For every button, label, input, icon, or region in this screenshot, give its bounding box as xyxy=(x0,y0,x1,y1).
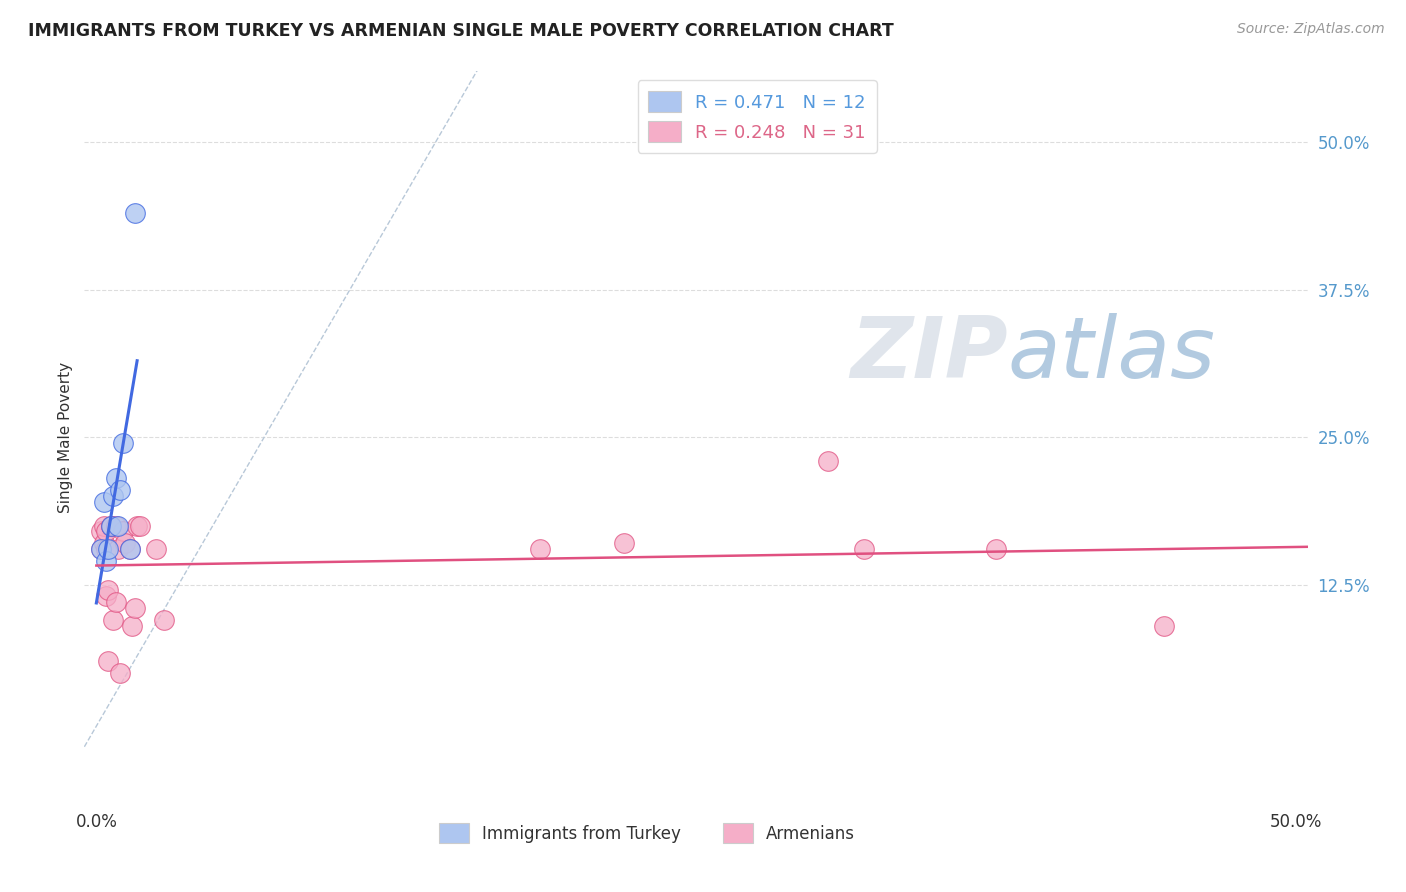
Point xyxy=(817,453,839,467)
Point xyxy=(145,542,167,557)
Point xyxy=(121,619,143,633)
Point xyxy=(97,583,120,598)
Point xyxy=(101,613,124,627)
Point xyxy=(100,518,122,533)
Point xyxy=(101,489,124,503)
Point xyxy=(93,518,115,533)
Point xyxy=(107,518,129,533)
Point xyxy=(90,524,112,539)
Point xyxy=(104,518,127,533)
Point xyxy=(124,601,146,615)
Point xyxy=(93,495,115,509)
Legend: Immigrants from Turkey, Armenians: Immigrants from Turkey, Armenians xyxy=(432,817,862,849)
Point xyxy=(104,471,127,485)
Point xyxy=(613,536,636,550)
Point xyxy=(90,542,112,557)
Point xyxy=(852,542,875,557)
Text: ZIP: ZIP xyxy=(851,313,1008,396)
Text: Source: ZipAtlas.com: Source: ZipAtlas.com xyxy=(1237,22,1385,37)
Point xyxy=(93,536,115,550)
Point xyxy=(118,542,141,557)
Point xyxy=(124,206,146,220)
Point xyxy=(111,524,134,539)
Point xyxy=(94,590,117,604)
Point xyxy=(111,436,134,450)
Point xyxy=(110,483,132,498)
Point xyxy=(100,518,122,533)
Point xyxy=(97,542,120,557)
Point xyxy=(127,518,149,533)
Point xyxy=(529,542,551,557)
Point xyxy=(97,654,120,668)
Point xyxy=(104,595,127,609)
Point xyxy=(1153,619,1175,633)
Y-axis label: Single Male Poverty: Single Male Poverty xyxy=(58,361,73,513)
Text: atlas: atlas xyxy=(1008,313,1216,396)
Text: IMMIGRANTS FROM TURKEY VS ARMENIAN SINGLE MALE POVERTY CORRELATION CHART: IMMIGRANTS FROM TURKEY VS ARMENIAN SINGL… xyxy=(28,22,894,40)
Point xyxy=(984,542,1007,557)
Point xyxy=(128,518,150,533)
Point xyxy=(118,542,141,557)
Point xyxy=(107,542,129,557)
Point xyxy=(90,542,112,557)
Point xyxy=(110,666,132,681)
Point xyxy=(94,542,117,557)
Point xyxy=(152,613,174,627)
Point xyxy=(94,524,117,539)
Point xyxy=(100,518,122,533)
Point xyxy=(94,554,117,568)
Point xyxy=(114,536,136,550)
